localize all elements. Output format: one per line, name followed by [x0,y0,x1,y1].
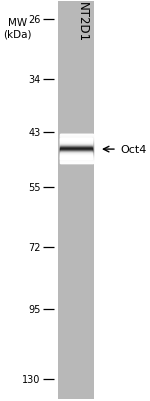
Text: MW
(kDa): MW (kDa) [3,18,32,39]
Text: 55: 55 [28,182,40,192]
Text: 72: 72 [28,242,40,252]
Text: 26: 26 [28,15,40,25]
Text: Oct4: Oct4 [121,145,147,155]
Text: 130: 130 [22,374,40,384]
Text: 43: 43 [28,127,40,137]
Text: NT2D1: NT2D1 [76,2,89,42]
Text: 95: 95 [28,304,40,314]
Text: 34: 34 [28,75,40,85]
Bar [58,2,94,399]
